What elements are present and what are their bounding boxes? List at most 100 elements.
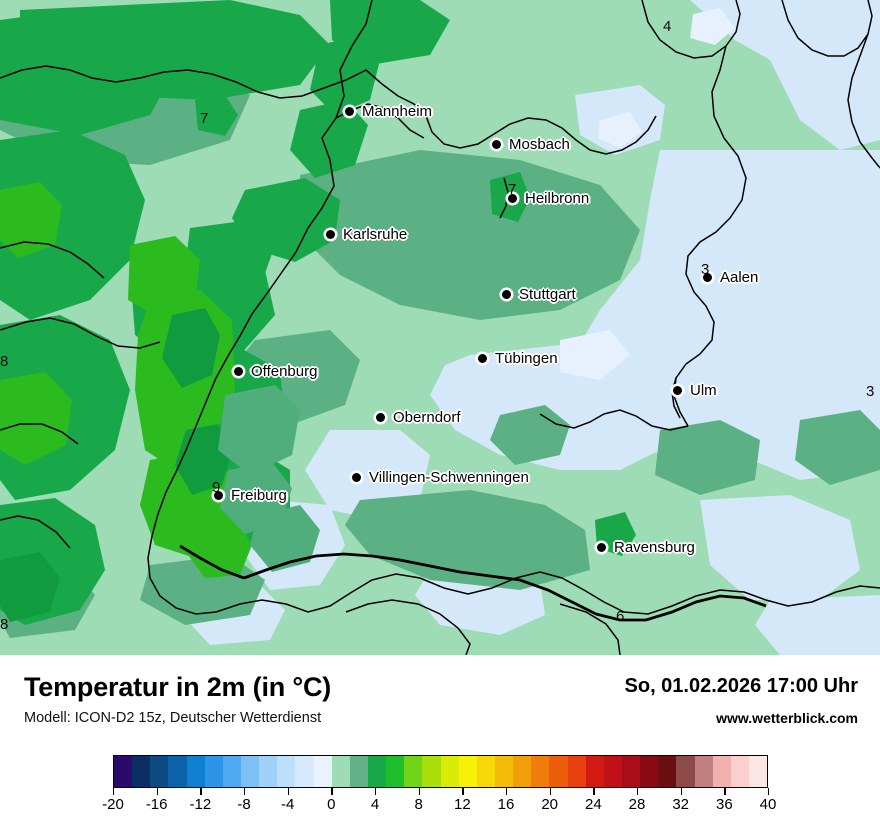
colorbar-tick [768,788,770,795]
colorbar-tick [331,788,333,795]
city-label: Mannheim [362,103,433,120]
colorbar-swatch [440,756,459,787]
city-dot [597,543,606,552]
city-label: Offenburg [251,363,318,380]
city-label: Mosbach [509,136,570,153]
colorbar-swatch [349,756,368,787]
temperature-field-svg [0,0,880,655]
site-url: www.wetterblick.com [716,710,858,726]
colorbar-swatch [186,756,205,787]
colorbar-swatch [132,756,151,787]
colorbar-swatch [494,756,514,787]
colorbar-tick-label: 0 [327,796,336,813]
colorbar-swatch [694,756,713,787]
border-thick [179,544,767,622]
field-dark-green [0,308,232,622]
colorbar-tick [200,788,202,795]
city-marker-aalen[interactable]: Aalen [703,269,758,286]
colorbar-tick-label: 40 [759,796,777,813]
colorbar-ticks [113,788,770,796]
city-label: Oberndorf [393,409,461,426]
colorbar-swatch [603,756,622,787]
colorbar: -20 -16 -12 -8 -4 0 4 8 12 16 20 24 28 32 36 40 [0,755,880,825]
colorbar-tick-label: 4 [370,796,380,813]
city-label: Aalen [720,269,759,286]
colorbar-tick [287,788,290,795]
colorbar-tick-label: 32 [672,796,689,813]
city-dot [673,386,682,395]
colorbar-tick-label: 24 [584,796,602,813]
colorbar-swatch [549,756,568,787]
colorbar-swatch [621,756,641,787]
city-marker-freiburg[interactable]: Freiburg [214,487,287,504]
city-dot [703,273,712,282]
city-dot [502,290,511,299]
city-marker-heilbronn[interactable]: Heilbronn [508,190,589,207]
city-label: Tübingen [495,350,558,367]
colorbar-swatch [150,756,169,787]
colorbar-swatch [331,756,350,787]
city-marker-oberndorf[interactable]: Oberndorf [376,409,461,426]
borders [0,0,880,655]
colorbar-swatch [240,756,260,787]
page-title: Temperatur in 2m (in °C) [24,672,332,702]
city-marker-ulm[interactable]: Ulm [673,382,717,399]
colorbar-tick-label: 16 [497,796,515,813]
colorbar-swatch [458,756,477,787]
city-dot [352,473,361,482]
city-marker-offenburg[interactable]: Offenburg [234,363,317,380]
colorbar-swatch [513,756,532,787]
city-marker-karlsruhe[interactable]: Karlsruhe [326,226,407,243]
temperature-map[interactable]: Mannheim Mosbach Heilbronn Karlsruhe Stu… [0,0,880,655]
city-dot [478,354,487,363]
colorbar-tick [637,788,639,795]
city-marker-stuttgart[interactable]: Stuttgart [502,286,576,303]
colorbar-tick [156,788,159,795]
colorbar-tick [113,788,115,795]
city-marker-mosbach[interactable]: Mosbach [492,136,570,153]
colorbar-swatch [567,756,586,787]
colorbar-swatch [531,756,550,787]
colorbar-swatch [730,756,749,787]
city-dot [492,140,501,149]
colorbar-tick [244,788,246,795]
colorbar-tick-label: 20 [541,796,558,813]
colorbar-tick-labels: -20 -16 -12 -8 -4 0 4 8 12 16 20 24 28 32 36 40 [0,796,880,818]
city-label: Villingen-Schwenningen [369,469,529,486]
city-marker-tuebingen[interactable]: Tübingen [478,350,558,367]
colorbar-swatch [640,756,659,787]
colorbar-swatch [676,756,695,787]
colorbar-swatch [168,756,187,787]
colorbar-tick-label: -16 [145,796,168,813]
colorbar-tick [462,788,464,795]
colorbar-tick-label: 28 [628,796,646,813]
colorbar-tick-label: -8 [237,796,251,813]
colorbar-swatch [585,756,604,787]
city-label: Stuttgart [519,286,576,303]
city-marker-villingen-schwenningen[interactable]: Villingen-Schwenningen [352,469,529,486]
colorbar-swatch [277,756,296,787]
field-pale-patches [560,8,735,380]
colorbar-tick [724,788,726,795]
colorbar-swatch [404,756,423,787]
city-dot [214,491,223,500]
city-label: Karlsruhe [343,226,408,243]
city-dot [234,367,243,376]
colorbar-tick-label: -20 [102,796,124,813]
field-blend-green [218,385,320,572]
colorbar-tick [593,788,595,795]
city-label: Ulm [690,382,717,399]
city-label: Freiburg [231,487,287,504]
colorbar-swatch [222,756,241,787]
colorbar-gradient [113,755,768,788]
colorbar-swatch [313,756,332,787]
colorbar-swatch [658,756,677,787]
colorbar-tick [680,788,683,795]
city-marker-mannheim[interactable]: Mannheim [345,103,432,120]
colorbar-tick [375,788,377,795]
colorbar-tick [549,788,552,795]
colorbar-tick-label: 8 [414,796,423,813]
colorbar-tick-label: -4 [280,796,295,813]
city-marker-ravensburg[interactable]: Ravensburg [597,539,695,556]
